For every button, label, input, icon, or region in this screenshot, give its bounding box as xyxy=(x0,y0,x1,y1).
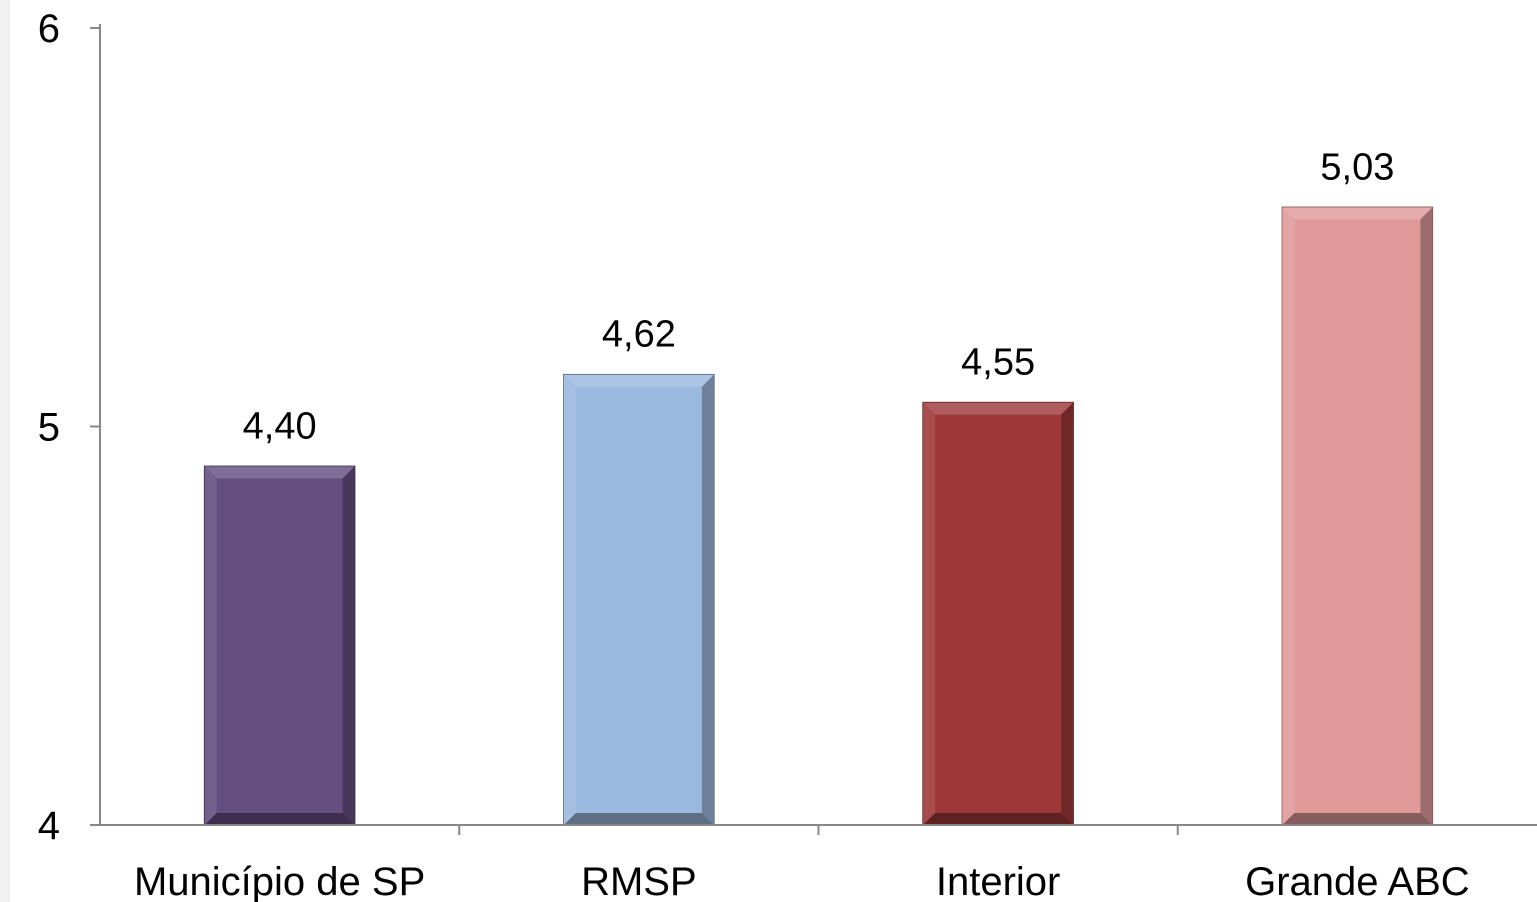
bar-body xyxy=(922,401,1074,826)
bar-bevel-right xyxy=(342,466,355,825)
bar-bevel-right xyxy=(1420,207,1433,825)
x-tick-label-4: Grande ABC xyxy=(1245,860,1470,902)
y-tick-label-3: 6 xyxy=(38,7,60,51)
bar-4 xyxy=(1281,206,1434,826)
left-edge-strip xyxy=(0,0,10,902)
x-tick-label-2: RMSP xyxy=(581,860,697,902)
data-label-2: 4,62 xyxy=(602,314,676,356)
data-label-1: 4,40 xyxy=(243,405,317,447)
data-label-4: 5,03 xyxy=(1320,146,1394,188)
bar-bevel-left xyxy=(923,402,936,825)
bar-3 xyxy=(922,401,1074,826)
bar-bevel-bottom xyxy=(1282,813,1433,825)
y-tick-label-1: 4 xyxy=(38,804,60,848)
bars-group xyxy=(203,206,1434,826)
bar-bevel-top xyxy=(923,402,1074,415)
bar-bevel-left xyxy=(563,374,576,825)
bar-bevel-right xyxy=(701,374,714,825)
x-tick-label-3: Interior xyxy=(936,860,1061,902)
bar-bevel-top xyxy=(204,466,355,479)
bar-2 xyxy=(563,373,715,826)
bar-1 xyxy=(203,465,356,826)
bar-body xyxy=(1281,206,1434,826)
data-label-3: 4,55 xyxy=(961,342,1035,384)
bar-body xyxy=(563,373,715,826)
axes-group xyxy=(90,24,1537,835)
x-tick-label-1: Município de SP xyxy=(134,860,425,902)
labels-group: 4,40 Município de SP 4,62 RMSP 4,55 Interior 5… xyxy=(38,7,1470,902)
bar-bevel-bottom xyxy=(923,813,1074,825)
bar-body xyxy=(203,465,356,826)
bar-bevel-top xyxy=(1282,207,1433,220)
bar-bevel-left xyxy=(204,466,217,825)
bar-bevel-right xyxy=(1061,402,1074,825)
bar-bevel-top xyxy=(563,374,714,387)
bar-bevel-bottom xyxy=(563,813,714,825)
bar-bevel-bottom xyxy=(204,813,355,825)
y-tick-label-2: 5 xyxy=(38,406,60,450)
bar-bevel-left xyxy=(1282,207,1295,825)
